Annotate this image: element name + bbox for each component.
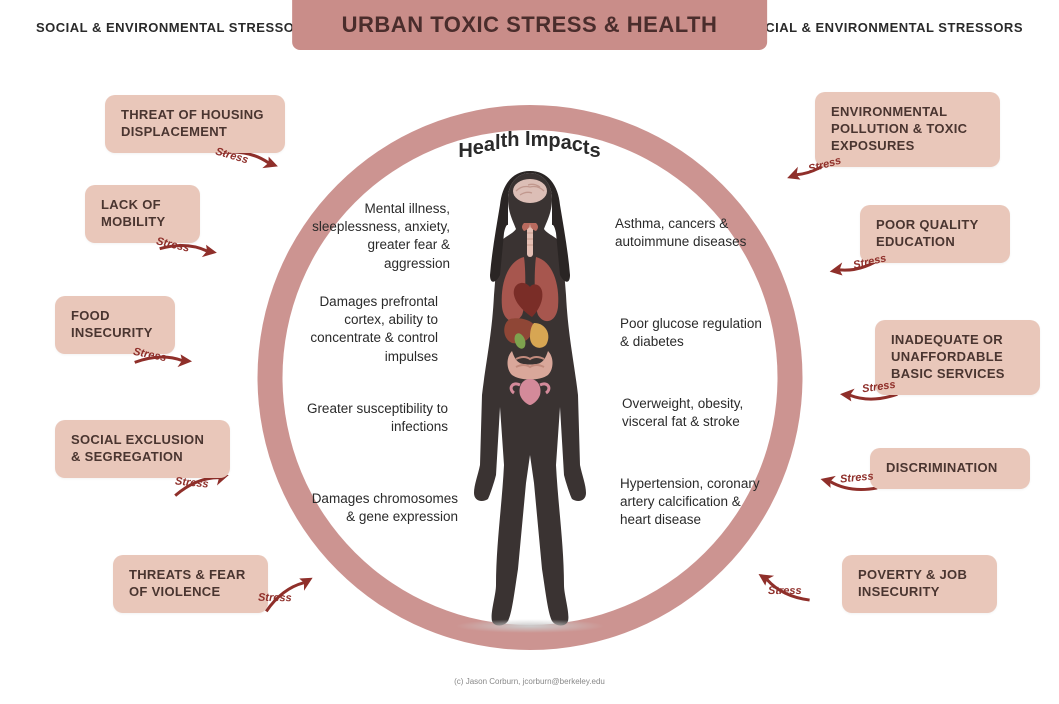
- stressor-left-2: FOOD INSECURITY: [55, 296, 175, 354]
- title-banner: URBAN TOXIC STRESS & HEALTH: [292, 0, 768, 50]
- stress-label-left-4: Stress: [258, 592, 292, 605]
- center-heading: Health Impacts: [380, 128, 680, 151]
- impact-right-3: Hypertension, coronary artery calcificat…: [620, 475, 770, 530]
- corner-label-left: SOCIAL & ENVIRONMENTAL STRESSORS: [36, 20, 313, 37]
- impact-left-1: Damages prefrontal cortex, ability to co…: [288, 293, 438, 366]
- impact-left-3: Damages chromosomes & gene expression: [308, 490, 458, 526]
- stress-label-right-4: Stress: [768, 585, 802, 597]
- stressor-left-0: THREAT OF HOUSING DISPLACEMENT: [105, 95, 285, 153]
- impact-right-2: Overweight, obesity, visceral fat & stro…: [622, 395, 772, 431]
- stressor-right-4: POVERTY & JOB INSECURITY: [842, 555, 997, 613]
- stressor-right-0: ENVIRONMENTAL POLLUTION & TOXIC EXPOSURE…: [815, 92, 1000, 167]
- credit-text: (c) Jason Corburn, jcorburn@berkeley.edu: [454, 677, 605, 686]
- corner-label-right: SOCIAL & ENVIRONMENTAL STRESSORS: [746, 20, 1023, 37]
- stressor-right-2: INADEQUATE OR UNAFFORDABLE BASIC SERVICE…: [875, 320, 1040, 395]
- impact-left-2: Greater susceptibility to infections: [298, 400, 448, 436]
- stressor-left-1: LACK OF MOBILITY: [85, 185, 200, 243]
- human-body-figure: [430, 165, 630, 635]
- stressor-left-4: THREATS & FEAR OF VIOLENCE: [113, 555, 268, 613]
- title-text: URBAN TOXIC STRESS & HEALTH: [342, 12, 718, 38]
- impact-left-0: Mental illness, sleeplessness, anxiety, …: [300, 200, 450, 273]
- impact-right-0: Asthma, cancers & autoimmune diseases: [615, 215, 765, 251]
- stressor-right-3: DISCRIMINATION: [870, 448, 1030, 489]
- figure-shadow: [455, 619, 605, 633]
- impact-right-1: Poor glucose regulation & diabetes: [620, 315, 770, 351]
- stressor-left-3: SOCIAL EXCLUSION & SEGREGATION: [55, 420, 230, 478]
